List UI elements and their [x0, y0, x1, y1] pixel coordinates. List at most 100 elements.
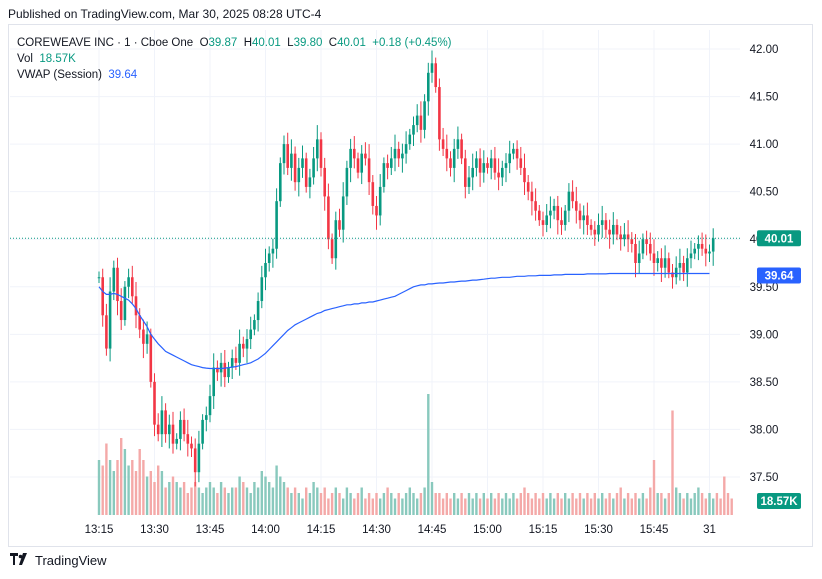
volume-bar — [604, 498, 608, 515]
volume-bar — [578, 493, 582, 515]
candle-body — [663, 258, 667, 268]
candle-body — [600, 220, 604, 225]
volume-bar — [97, 460, 101, 515]
x-tick-label: 14:45 — [418, 524, 447, 536]
published-caption: Published on TradingView.com, Mar 30, 20… — [8, 7, 322, 21]
volume-bar — [227, 493, 230, 515]
volume-bar — [601, 493, 604, 515]
volume-bar — [530, 498, 534, 515]
volume-bar — [364, 498, 367, 515]
y-tick-label: 37.50 — [750, 472, 779, 484]
volume-bar — [464, 498, 467, 515]
candle-body — [390, 158, 393, 168]
candle-body — [575, 201, 578, 211]
candle-body — [349, 148, 352, 168]
candle-body — [286, 144, 289, 168]
candle-body — [127, 277, 130, 287]
candle-body — [708, 251, 711, 254]
candle-body — [101, 277, 104, 316]
candle-body — [97, 277, 101, 279]
candle-body — [393, 148, 397, 159]
volume-bar — [608, 493, 611, 515]
candle-body — [116, 267, 119, 302]
volume-bar — [453, 493, 456, 515]
volume-bar — [475, 493, 478, 515]
candle-body — [216, 367, 219, 373]
candle-body — [386, 163, 389, 168]
volume-bars — [97, 394, 733, 515]
volume-bar — [512, 493, 515, 515]
volume-bar — [249, 493, 252, 515]
candle-body — [164, 410, 167, 435]
candle-body — [142, 329, 145, 344]
candle-body — [641, 239, 645, 254]
candle-body — [182, 419, 186, 435]
volume-bar — [101, 465, 104, 515]
candle-body — [482, 163, 486, 173]
candle-body — [156, 424, 160, 435]
candle-body — [567, 191, 571, 211]
volume-bar — [441, 498, 445, 515]
footer-brand-text: TradingView — [35, 553, 107, 568]
candle-body — [412, 125, 415, 135]
volume-bar — [404, 493, 408, 515]
candle-body — [460, 139, 463, 159]
volume-bar — [615, 493, 619, 515]
candle-body — [534, 201, 537, 211]
candle-body — [423, 101, 426, 130]
candle-body — [242, 343, 245, 349]
candle-body — [323, 167, 326, 197]
candle-body — [186, 434, 190, 444]
volume-bar — [552, 498, 556, 515]
volume-bar — [730, 498, 733, 515]
volume-bar — [541, 493, 545, 515]
candle-body — [504, 163, 508, 168]
candle-body — [427, 72, 430, 102]
candle-body — [219, 362, 223, 373]
y-tick-label: 38.50 — [750, 377, 779, 389]
volume-bar — [194, 482, 197, 515]
volume-bar — [556, 493, 559, 515]
volume-bar — [704, 498, 707, 515]
volume-bar — [138, 449, 141, 515]
candle-body — [367, 158, 371, 183]
volume-bar — [427, 394, 430, 515]
candle-body — [656, 258, 659, 263]
candle-body — [356, 158, 360, 173]
legend-volume-row: Vol 18.57K — [17, 51, 452, 67]
volume-bar — [534, 493, 537, 515]
legend-change: +0.18 (+0.45%) — [372, 37, 452, 49]
volume-bar — [120, 438, 123, 515]
volume-bar — [382, 493, 386, 515]
candle-body — [693, 248, 696, 254]
volume-bar — [112, 471, 115, 515]
volume-bar — [527, 493, 530, 515]
candle-body — [615, 224, 619, 235]
legend-close-key: C — [328, 37, 338, 49]
footer-brand[interactable]: TradingView — [10, 553, 107, 568]
volume-bar — [123, 449, 127, 515]
x-tick-label: 13:15 — [85, 524, 114, 536]
volume-bar — [501, 498, 504, 515]
volume-bar — [538, 498, 541, 515]
candle-body — [108, 291, 112, 349]
volume-bar — [312, 482, 315, 515]
volume-bar — [179, 487, 182, 515]
y-tick-label: 40.50 — [750, 187, 779, 199]
volume-bar — [619, 487, 622, 515]
volume-bar — [134, 471, 138, 515]
volume-bar — [593, 493, 596, 515]
candle-body — [704, 248, 708, 254]
candle-body — [334, 220, 338, 259]
volume-bar — [712, 498, 715, 515]
legend-volume-key: Vol — [17, 53, 33, 65]
volume-bar — [660, 493, 663, 515]
volume-bar — [515, 498, 519, 515]
volume-bar — [367, 493, 371, 515]
candle-body — [563, 210, 567, 225]
candle-body — [667, 258, 671, 273]
volume-bar — [171, 476, 175, 515]
volume-bar — [486, 498, 489, 515]
candle-body — [223, 362, 227, 378]
